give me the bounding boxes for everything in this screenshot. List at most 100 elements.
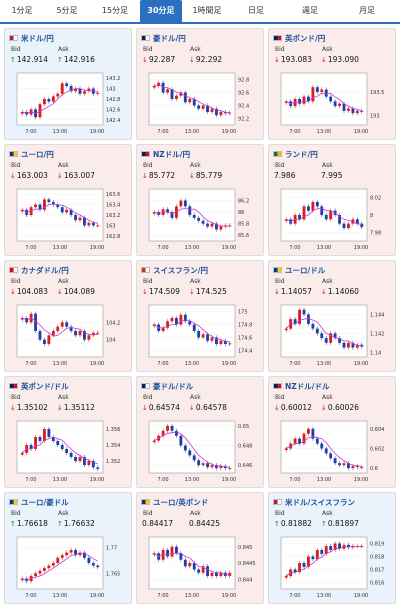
arrow-up-icon: ↑ xyxy=(10,56,16,64)
y-tick-label: 104 xyxy=(106,338,116,344)
candle-body xyxy=(329,210,333,220)
candle-body xyxy=(360,110,364,112)
candle-body xyxy=(65,449,69,453)
moving-average-line xyxy=(286,436,362,467)
pair-name[interactable]: NZドル/円 xyxy=(153,149,190,159)
currency-card[interactable]: ユーロ/英ポンド Bid Ask 0.84417 0.84425 0.845 0.8445 0… xyxy=(136,492,264,604)
bid-value: ↓0.60012 xyxy=(274,403,312,412)
pair-name[interactable]: ユーロ/英ポンド xyxy=(153,497,209,507)
candle-body xyxy=(183,200,187,207)
pair-name[interactable]: ユーロ/ドル xyxy=(285,265,326,275)
pair-name[interactable]: ユーロ/豪ドル xyxy=(21,497,69,507)
currency-card[interactable]: 豪ドル/円 Bid Ask ↓92.287 ↓92.292 92.8 92.6 92.4 92.… xyxy=(136,28,264,140)
candle-body xyxy=(302,96,306,104)
tab-6[interactable]: 日足 xyxy=(248,6,264,15)
x-tick-label: 13:00 xyxy=(317,593,331,599)
candle-body xyxy=(329,546,333,550)
ask-label: Ask xyxy=(190,394,201,401)
ca-flag-icon xyxy=(9,267,18,273)
tab-5[interactable]: 1時間足 xyxy=(192,6,222,15)
y-tick-label: 104.2 xyxy=(106,320,120,326)
candle-body xyxy=(51,202,55,205)
quote-values: ↓193.083 ↓193.090 xyxy=(274,55,359,64)
candle-body xyxy=(228,468,232,470)
candle-body xyxy=(210,337,214,341)
quote-values: 7.986 7.995 xyxy=(274,171,342,180)
y-tick-label: 0.65 xyxy=(238,424,249,430)
tab-4[interactable]: 30分足 xyxy=(140,0,182,22)
candle-body xyxy=(78,88,82,94)
candle-body xyxy=(228,343,232,345)
arrow-down-icon: ↓ xyxy=(321,56,327,64)
pair-name[interactable]: ランド/円 xyxy=(285,149,318,159)
y-tick-label: 1.354 xyxy=(106,443,120,449)
pair-name[interactable]: カナダドル/円 xyxy=(21,265,69,275)
tab-1[interactable]: 1分足 xyxy=(11,6,33,15)
pair-name[interactable]: スイスフラン/円 xyxy=(153,265,209,275)
currency-card[interactable]: 米ドル/円 Bid Ask ↑142.914 ↑142.916 143.2 143 142.8… xyxy=(4,28,132,140)
pair-name[interactable]: 英ポンド/円 xyxy=(285,33,326,43)
y-tick-label: 0.648 xyxy=(238,444,252,450)
tab-7[interactable]: 週足 xyxy=(302,6,318,15)
y-tick-label: 85.8 xyxy=(238,222,249,228)
pair-name[interactable]: NZドル/ドル xyxy=(285,381,330,391)
mini-chart: 143.2 143 142.8 142.6 142.4 7:00 13:00 19:00 xyxy=(16,72,120,135)
candle-body xyxy=(302,433,306,444)
currency-card[interactable]: ユーロ/豪ドル Bid Ask ↑1.76618 ↑1.76632 1.77 1.765 7:… xyxy=(4,492,132,604)
currency-card[interactable]: 米ドル/スイスフラン Bid Ask ↑0.81882 ↑0.81897 0.819 0.8… xyxy=(268,492,396,604)
ask-number: 1.14060 xyxy=(327,287,359,296)
candle-body xyxy=(293,569,297,573)
candle-body xyxy=(78,331,82,336)
pair-name[interactable]: 豪ドル/円 xyxy=(153,33,186,43)
currency-card[interactable]: 豪ドル/ドル Bid Ask ↓0.64574 ↓0.64578 0.65 0.648 0.6… xyxy=(136,376,264,488)
bid-ask-labels: Bid Ask xyxy=(275,510,333,517)
gb-flag-icon xyxy=(273,35,282,41)
bid-value: ↓1.14057 xyxy=(274,287,312,296)
currency-card[interactable]: ランド/円 Bid Ask 7.986 7.995 8.02 8 7.98 7:00 13:00 1… xyxy=(268,144,396,256)
currency-card[interactable]: NZドル/ドル Bid Ask ↓0.60012 ↓0.60026 0.604 0.602 0… xyxy=(268,376,396,488)
mini-chart: 163.6 163.4 163.2 163 162.8 7:00 13:00 19:00 xyxy=(16,188,120,251)
ask-value: ↑0.81897 xyxy=(321,519,359,528)
candle-body xyxy=(351,342,355,348)
bid-value: ↓163.003 xyxy=(10,171,48,180)
candle-body xyxy=(338,463,341,466)
candle-body xyxy=(360,467,364,469)
x-tick-label: 7:00 xyxy=(157,245,168,251)
x-tick-label: 7:00 xyxy=(157,477,168,483)
au-flag-icon xyxy=(141,383,150,389)
currency-card[interactable]: ユーロ/円 Bid Ask ↓163.003 ↓163.007 163.6 163.4 163… xyxy=(4,144,132,256)
currency-card[interactable]: 英ポンド/円 Bid Ask ↓193.083 ↓193.090 193.5 193 7:00… xyxy=(268,28,396,140)
currency-card[interactable]: スイスフラン/円 Bid Ask ↓174.509 ↓174.525 175 174.8 17… xyxy=(136,260,264,372)
tab-3[interactable]: 15分足 xyxy=(101,6,129,15)
bid-number: 193.083 xyxy=(280,55,312,64)
moving-average-line xyxy=(153,552,230,576)
currency-card[interactable]: カナダドル/円 Bid Ask ↓104.083 ↓104.089 104.2 104 7:0… xyxy=(4,260,132,372)
eu-flag-icon xyxy=(273,267,282,273)
candle-body xyxy=(43,429,46,441)
x-tick-label: 7:00 xyxy=(157,129,168,135)
y-tick-label: 0.844 xyxy=(238,577,252,583)
pair-name[interactable]: 豪ドル/ドル xyxy=(153,381,194,391)
pair-name[interactable]: 米ドル/円 xyxy=(21,33,54,43)
nz-flag-icon xyxy=(273,383,282,389)
candle-body xyxy=(315,328,319,334)
plot-area xyxy=(148,72,236,126)
pair-name[interactable]: 米ドル/スイスフラン xyxy=(285,497,356,507)
x-tick-label: 7:00 xyxy=(289,477,300,483)
pair-name[interactable]: ユーロ/円 xyxy=(21,149,54,159)
y-tick-label: 1.144 xyxy=(370,312,384,318)
tab-8[interactable]: 月足 xyxy=(359,6,375,15)
tab-2[interactable]: 5分足 xyxy=(56,6,78,15)
plot-area xyxy=(16,304,104,358)
x-tick-label: 7:00 xyxy=(289,129,300,135)
y-tick-label: 142.8 xyxy=(106,97,120,103)
bid-label: Bid xyxy=(11,510,21,517)
currency-card[interactable]: 英ポンド/ドル Bid Ask ↓1.35102 ↓1.35112 1.356 1.354 1… xyxy=(4,376,132,488)
candle-body xyxy=(96,225,100,227)
pair-name[interactable]: 英ポンド/ドル xyxy=(21,381,69,391)
currency-card[interactable]: NZドル/円 Bid Ask ↓85.772 ↓85.779 86.2 86 85.8 85.6… xyxy=(136,144,264,256)
ask-number: 1.35112 xyxy=(63,403,95,412)
candle-body xyxy=(206,223,209,227)
ask-label: Ask xyxy=(58,162,69,169)
currency-card[interactable]: ユーロ/ドル Bid Ask ↓1.14057 ↓1.14060 1.144 1.142 1.… xyxy=(268,260,396,372)
